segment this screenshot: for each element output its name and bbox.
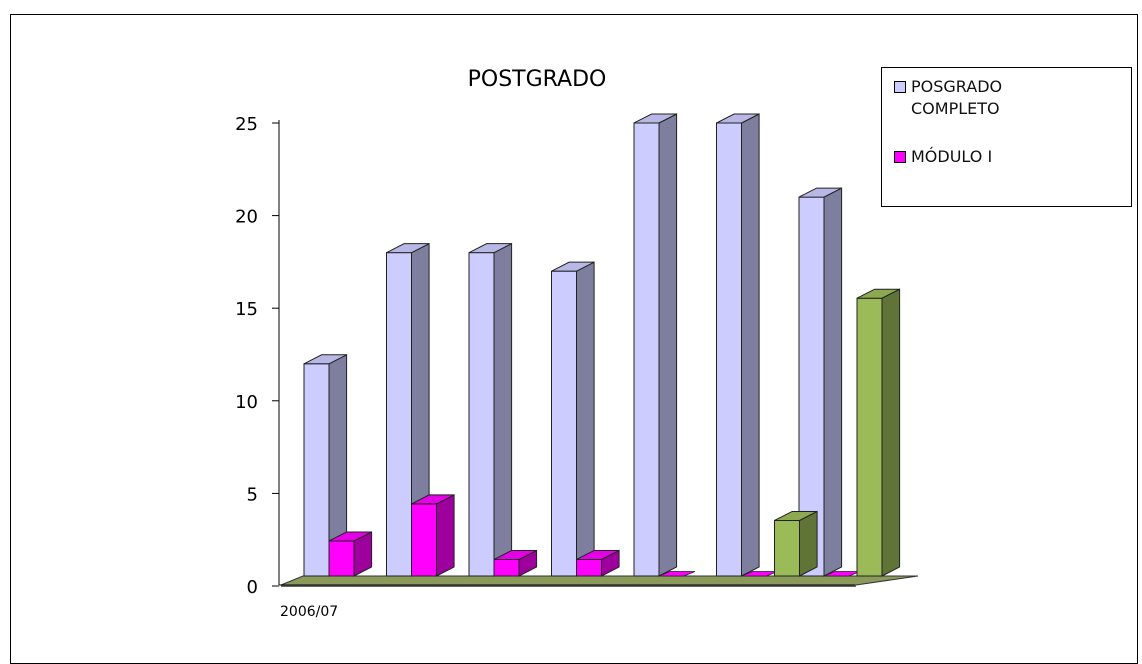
bar-modulo-i <box>493 549 538 577</box>
bar-modulo-i-top <box>576 549 620 560</box>
bar-posgrado-completo <box>551 261 595 577</box>
bar-posgrado-completo <box>716 113 760 577</box>
bar-posgrado-completo-top <box>633 113 677 124</box>
bar-posgrado-completo-front <box>468 252 495 577</box>
bar-series-3 <box>774 510 818 577</box>
bar-posgrado-completo <box>798 187 843 577</box>
bar-posgrado-completo-top <box>551 261 595 272</box>
bar-series-3-front <box>774 519 800 577</box>
legend: POSGRADO COMPLETO MÓDULO I <box>881 67 1132 207</box>
y-tick-label: 25 <box>235 114 258 135</box>
bar-modulo-i-front <box>576 558 602 577</box>
legend-swatch-posgrado-completo <box>894 81 906 93</box>
bar-posgrado-completo-front <box>716 122 742 577</box>
y-tick-label: 20 <box>235 207 258 228</box>
bar-modulo-i-front <box>411 503 437 577</box>
bar-posgrado-completo <box>633 113 678 577</box>
bar-modulo-i-top <box>328 531 372 542</box>
legend-swatch-modulo-i <box>894 151 906 163</box>
legend-item-modulo-i: MÓDULO I <box>894 146 1061 168</box>
bar-modulo-i-front <box>493 558 520 577</box>
bar-posgrado-completo-side <box>741 113 760 577</box>
chart-title: POSTGRADO <box>468 67 607 92</box>
bar-posgrado-completo <box>386 242 430 577</box>
y-tick-label: 10 <box>235 392 258 413</box>
bar-series-3-top <box>774 510 818 521</box>
bar-posgrado-completo-front <box>303 363 330 577</box>
bar-posgrado-completo-side <box>823 187 843 577</box>
bar-posgrado-completo-top <box>798 187 842 198</box>
x-tick-label: 2006/07 <box>280 604 338 620</box>
bar-modulo-i <box>658 571 696 577</box>
bar-posgrado-completo-front <box>551 270 577 577</box>
y-tick-label: 15 <box>235 299 258 320</box>
y-tick-label: 5 <box>247 484 258 505</box>
legend-item-posgrado-completo: POSGRADO COMPLETO <box>894 76 1061 120</box>
bar-posgrado-completo-front <box>633 122 660 577</box>
bar-posgrado-completo-top <box>716 113 760 124</box>
bar-modulo-i-front <box>328 540 355 577</box>
bar-posgrado-completo-top <box>468 243 512 254</box>
bar-series-3-top <box>856 288 900 299</box>
bar-modulo-i-top <box>493 549 537 560</box>
bar-posgrado-completo-top <box>386 243 430 254</box>
bar-modulo-i-side <box>436 494 455 577</box>
bar-posgrado-completo-side <box>658 113 678 577</box>
bar-modulo-i-top <box>411 494 455 505</box>
legend-label-modulo-i: MÓDULO I <box>911 147 993 166</box>
bar-posgrado-completo-top <box>303 354 347 365</box>
bar-posgrado-completo <box>303 353 348 577</box>
legend-label-posgrado-completo: POSGRADO COMPLETO <box>911 77 1003 118</box>
bar-modulo-i <box>576 549 620 577</box>
bar-posgrado-completo-side <box>576 261 595 577</box>
bar-posgrado-completo <box>468 242 513 577</box>
bar-series-3-side <box>799 510 818 577</box>
chart-floor <box>280 575 919 586</box>
y-tick-label: 0 <box>247 577 258 598</box>
bar-posgrado-completo-side <box>493 242 513 577</box>
bar-posgrado-completo-front <box>386 252 412 577</box>
bar-series-3-side <box>881 288 901 577</box>
bar-series-3-front <box>856 297 883 577</box>
bar-series-3 <box>856 288 901 577</box>
bar-modulo-i <box>328 531 373 577</box>
bar-modulo-i <box>411 494 455 577</box>
